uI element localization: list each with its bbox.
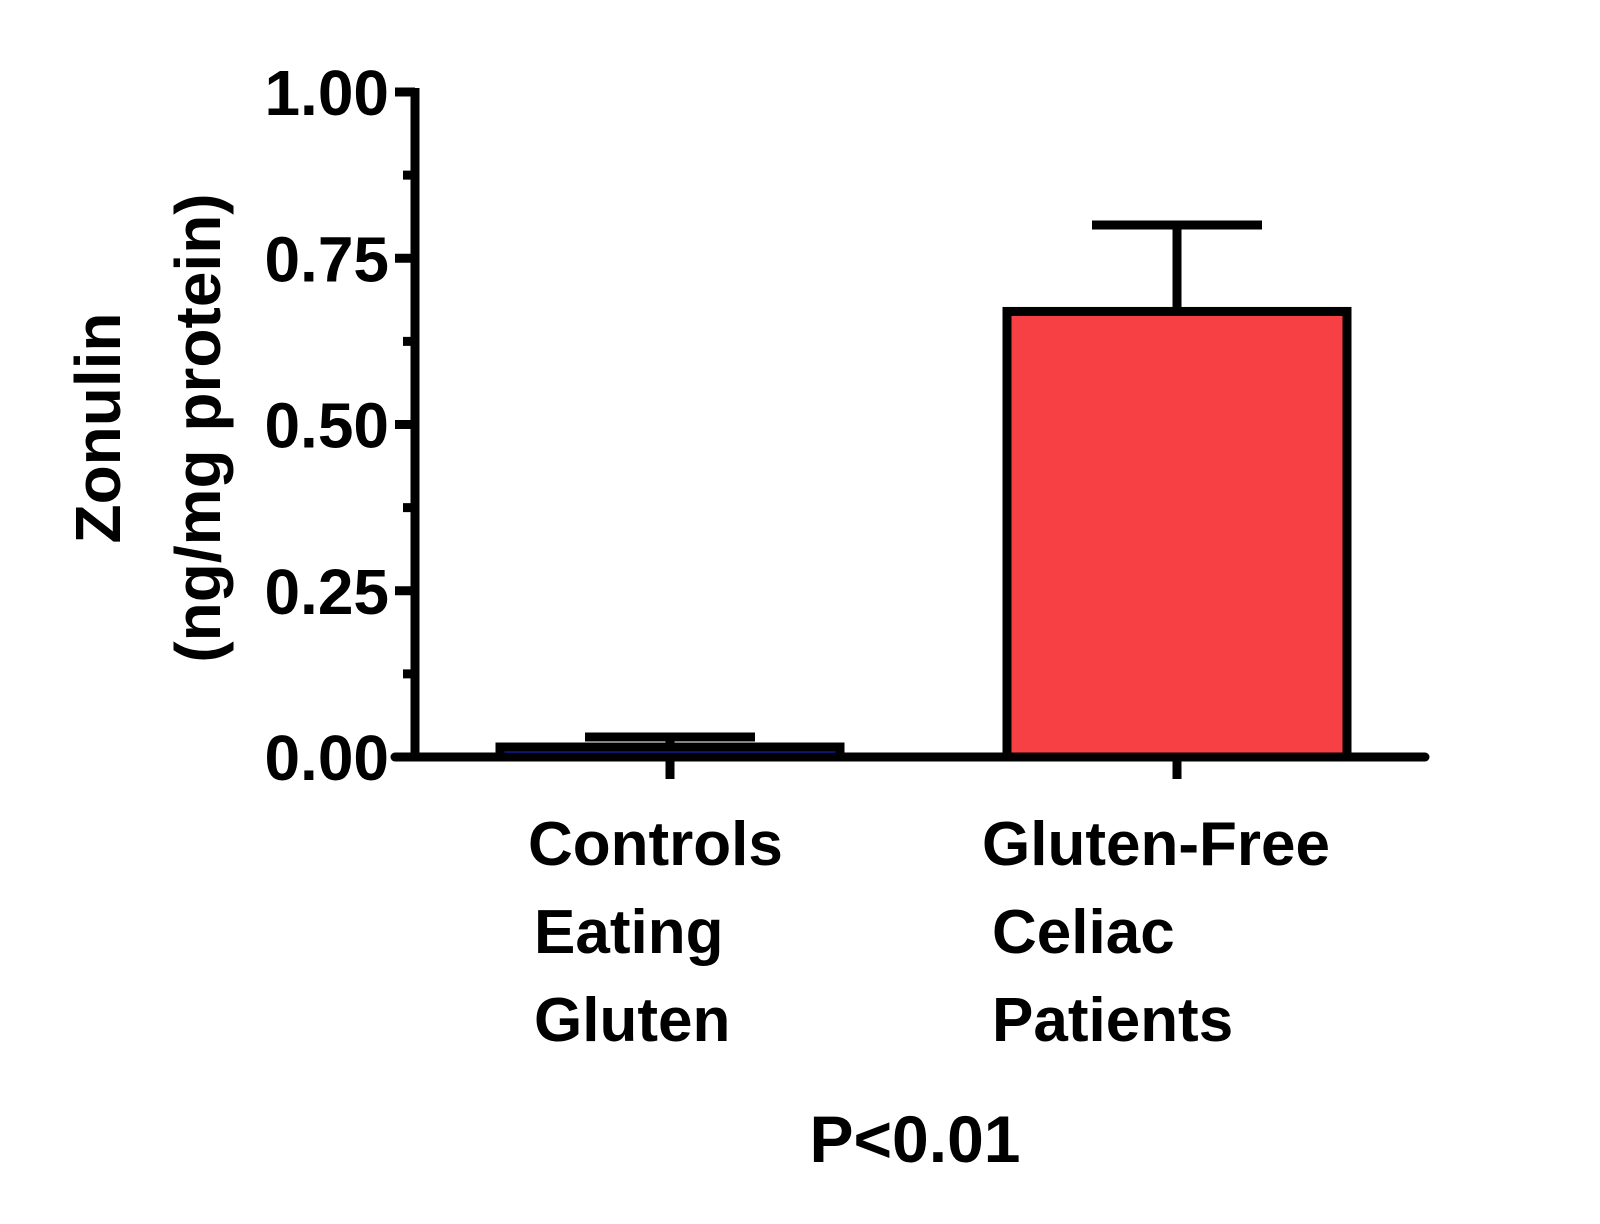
category-label-line: Celiac <box>992 898 1175 967</box>
bars <box>495 220 1352 762</box>
y-axis: 0.00 0.25 0.50 0.75 1.00 <box>264 57 420 794</box>
category-label-line: Patients <box>992 986 1233 1055</box>
y-tick-label: 1.00 <box>264 57 389 129</box>
y-tick-label: 0.00 <box>264 722 389 794</box>
y-axis-title-line: Zonulin <box>62 312 134 543</box>
bar <box>1002 306 1352 762</box>
y-tick-label: 0.50 <box>264 390 389 462</box>
category-label-line: Eating <box>534 898 723 967</box>
x-axis <box>390 752 1430 779</box>
category-label-line: Gluten-Free <box>982 810 1330 879</box>
category-label: Controls Eating Gluten <box>528 810 783 1055</box>
y-axis-title: Zonulin (ng/mg protein) <box>62 193 234 662</box>
p-value-annotation: P<0.01 <box>809 1102 1020 1176</box>
category-label-line: Gluten <box>534 986 730 1055</box>
y-tick-label: 0.75 <box>264 223 389 295</box>
category-labels: Controls Eating Gluten Gluten-Free Celiac Pat… <box>528 810 1330 1055</box>
y-axis-label: Zonulin (ng/mg protein) <box>62 193 234 662</box>
y-axis-title-line: (ng/mg protein) <box>162 193 234 662</box>
category-label: Gluten-Free Celiac Patients <box>982 810 1330 1055</box>
category-label-line: Controls <box>528 810 783 879</box>
y-tick-label: 0.25 <box>264 556 389 628</box>
